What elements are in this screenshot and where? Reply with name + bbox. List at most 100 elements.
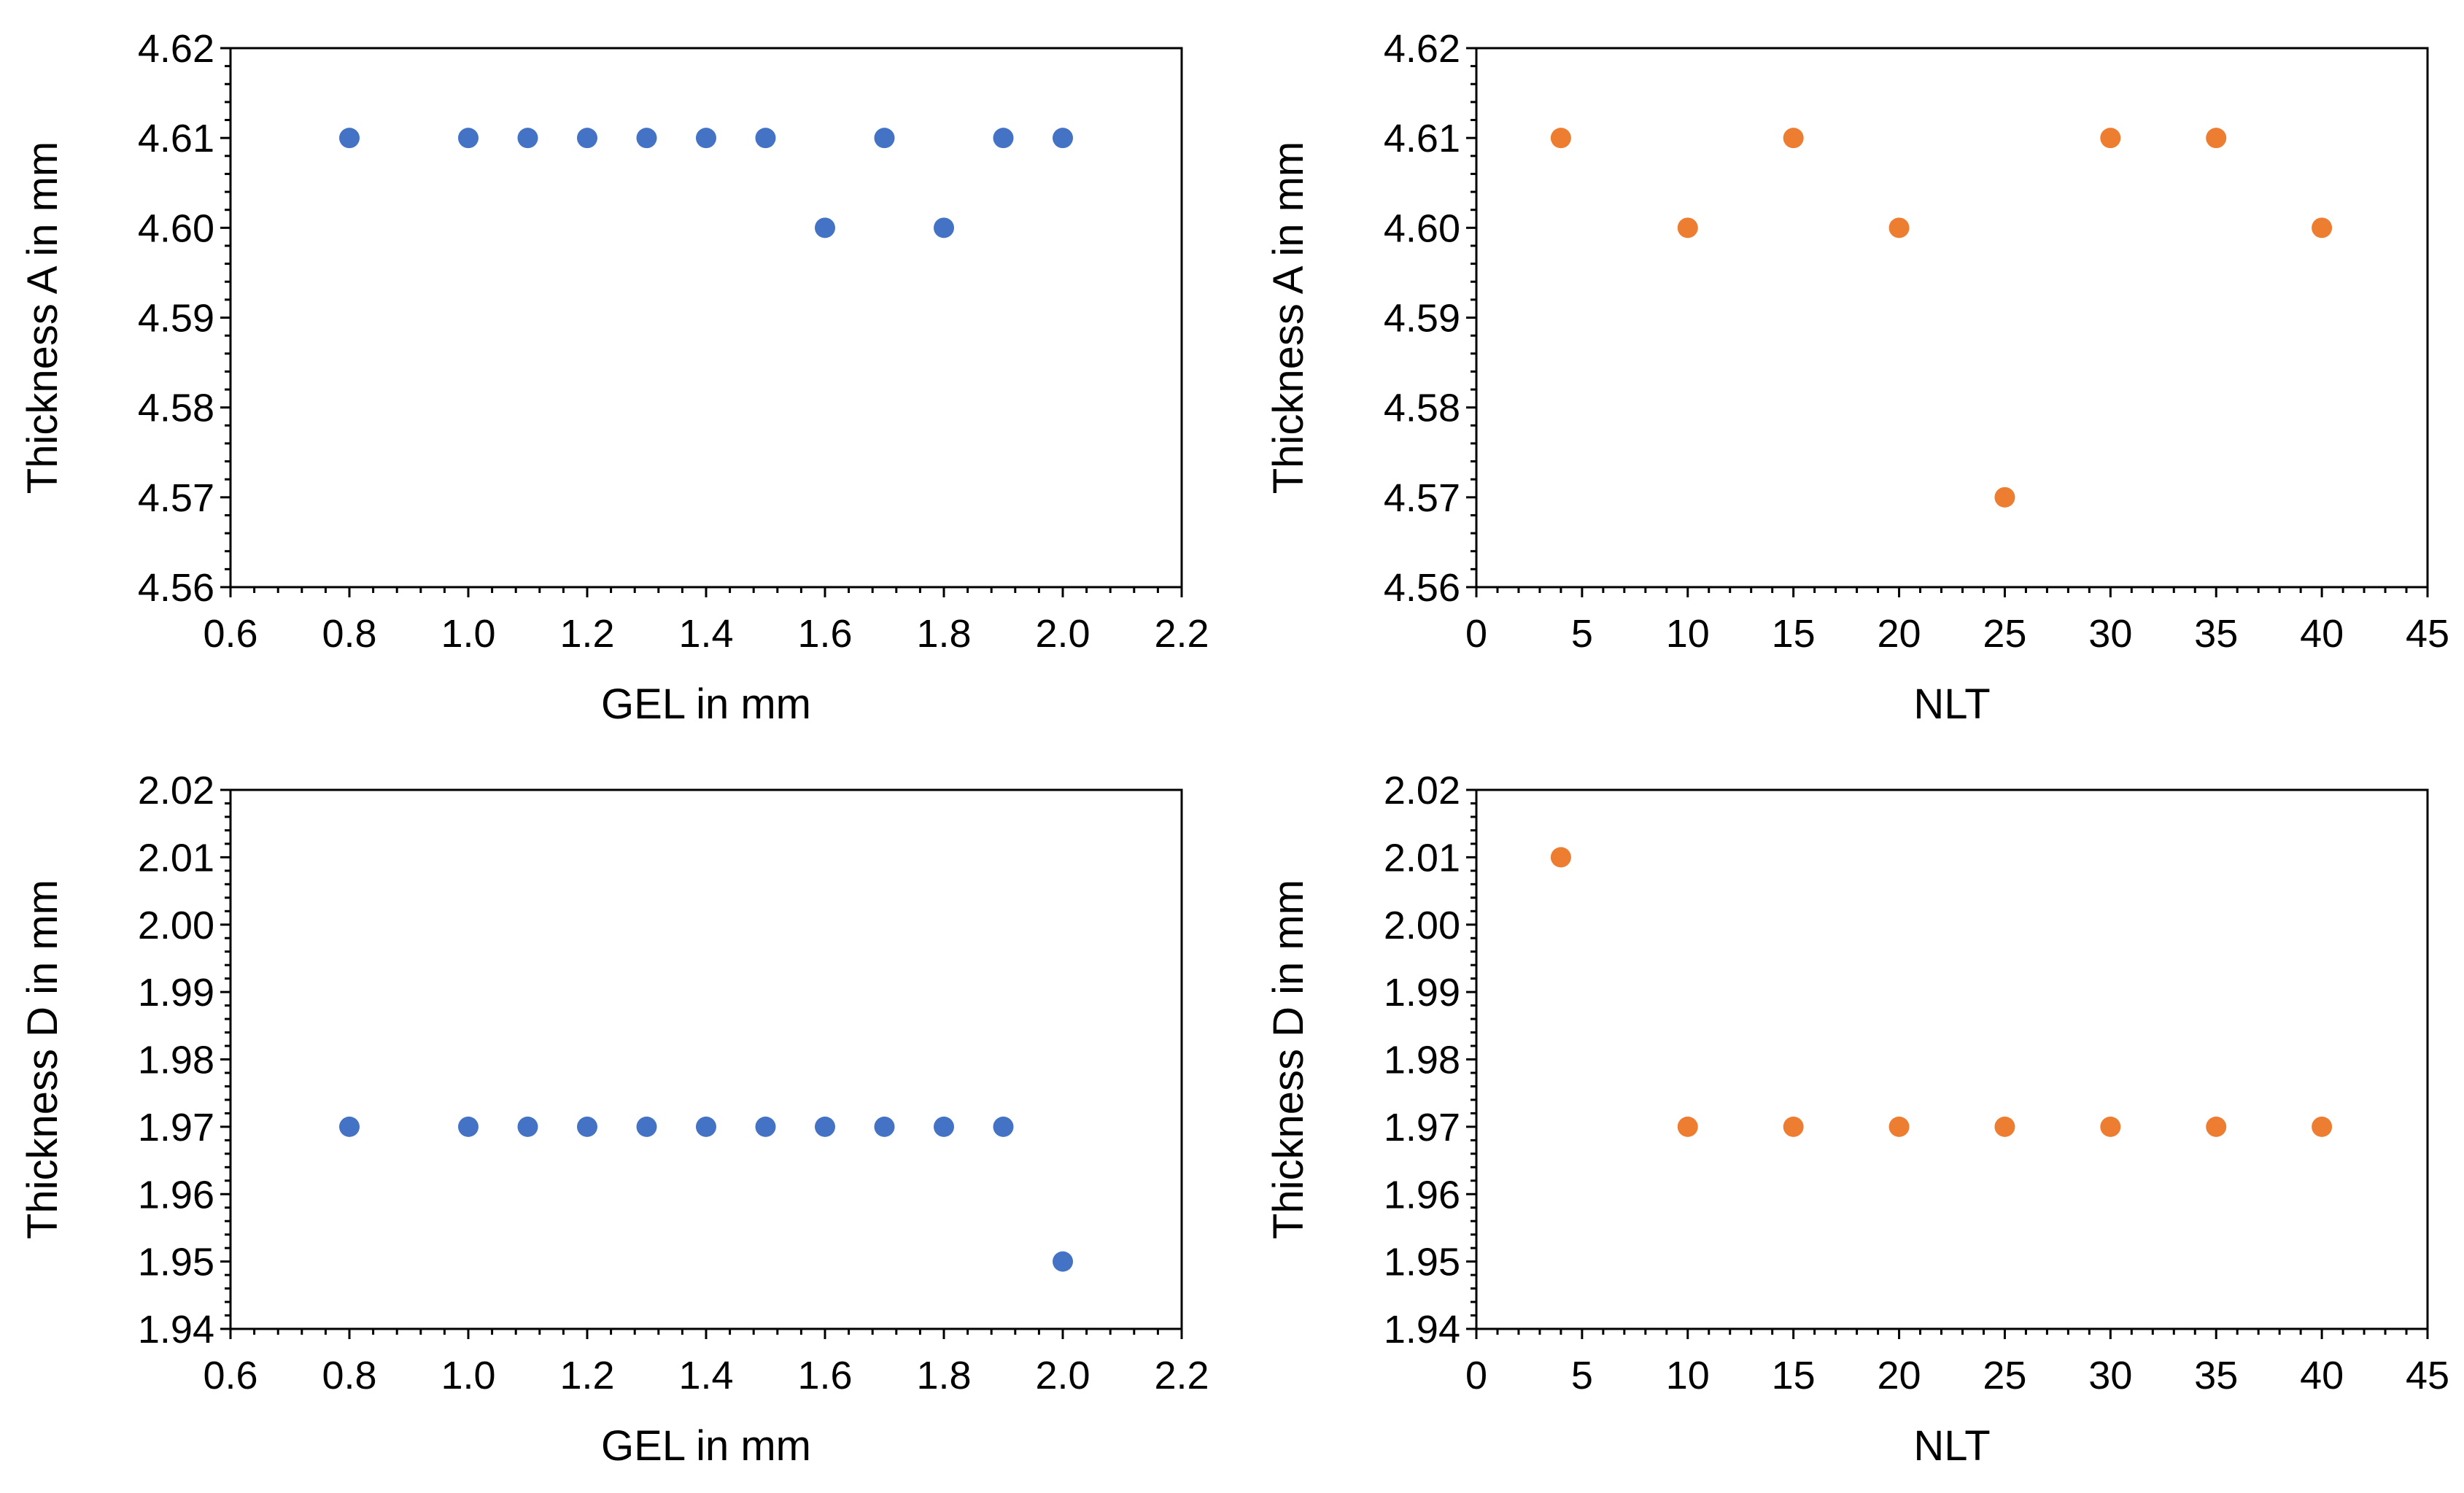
x-tick-label: 25 (1983, 1354, 2026, 1397)
data-point (696, 128, 716, 149)
data-point (934, 1116, 954, 1137)
x-tick-label: 1.2 (559, 612, 614, 656)
x-axis-title: NLT (1913, 1422, 1990, 1470)
chart-panel-nlt-vs-thickness-d: 1.94 1.95 1.96 1.97 1.98 1.99 2.00 2.01 2.02 0 5 10… (1265, 769, 2449, 1470)
x-tick-label: 25 (1983, 612, 2026, 656)
x-tick-label: 0 (1465, 612, 1487, 656)
data-point (1994, 486, 2015, 508)
data-point (755, 1116, 776, 1137)
y-tick-label: 4.56 (138, 566, 214, 610)
y-tick-label: 4.62 (138, 27, 214, 71)
x-tick-label: 2.2 (1154, 612, 1209, 656)
data-point (1677, 1116, 1698, 1137)
y-tick-label: 4.59 (138, 297, 214, 341)
y-tick-label: 1.98 (1384, 1039, 1460, 1082)
y-tick-label: 4.61 (1384, 117, 1460, 160)
y-tick-label: 1.97 (138, 1106, 214, 1149)
x-tick-label: 5 (1571, 612, 1593, 656)
x-tick-label: 2.0 (1035, 1354, 1090, 1397)
data-point (2206, 1116, 2227, 1137)
y-tick-label: 4.60 (138, 206, 214, 250)
data-point (517, 128, 538, 149)
x-tick-label: 2.0 (1035, 612, 1090, 656)
data-point (1550, 847, 1571, 868)
y-axis-title: Thickness A in mm (19, 141, 66, 494)
x-tick-label: 5 (1571, 1354, 1593, 1397)
x-tick-label: 1.4 (678, 1354, 733, 1397)
x-tick-label: 40 (2300, 1354, 2344, 1397)
data-point (517, 1116, 538, 1137)
x-tick-label: 1.0 (441, 612, 495, 656)
y-tick-label: 2.00 (1384, 904, 1460, 947)
y-axis-title: Thickness D in mm (19, 880, 66, 1239)
y-tick-label: 4.57 (1384, 476, 1460, 520)
x-tick-label: 2.2 (1154, 1354, 1209, 1397)
x-tick-label: 0.6 (203, 612, 257, 656)
y-tick-label: 2.00 (138, 904, 214, 947)
x-tick-label: 20 (1878, 612, 1921, 656)
y-tick-label: 2.02 (138, 769, 214, 813)
y-tick-label: 1.99 (138, 971, 214, 1015)
data-point (1783, 1116, 1804, 1137)
data-point (2312, 1116, 2333, 1137)
data-point (458, 128, 479, 149)
x-tick-label: 20 (1878, 1354, 1921, 1397)
x-tick-label: 1.8 (916, 612, 971, 656)
x-tick-label: 0 (1465, 1354, 1487, 1397)
y-tick-label: 1.95 (1384, 1241, 1460, 1284)
x-tick-label: 1.8 (916, 1354, 971, 1397)
chart-panel-nlt-vs-thickness-a: 4.56 4.57 4.58 4.59 4.60 4.61 4.62 0 5 10 15 20 25 30… (1265, 27, 2449, 728)
x-axis-title: GEL in mm (601, 1422, 811, 1470)
x-tick-label: 0.8 (322, 612, 376, 656)
data-point (1888, 217, 1910, 239)
data-point (696, 1116, 716, 1137)
data-point (577, 128, 597, 149)
x-tick-label: 1.0 (441, 1354, 495, 1397)
chart-panel-gel-vs-thickness-d: 1.94 1.95 1.96 1.97 1.98 1.99 2.00 2.01 2.02 0.6 0… (19, 769, 1209, 1470)
data-point (755, 128, 776, 149)
y-tick-label: 4.60 (1384, 206, 1460, 250)
y-tick-label: 1.95 (138, 1241, 214, 1284)
y-axis-title: Thickness D in mm (1265, 880, 1312, 1239)
x-tick-label: 10 (1666, 1354, 1710, 1397)
data-point (339, 128, 360, 149)
data-point (2312, 217, 2333, 239)
x-tick-label: 35 (2194, 612, 2238, 656)
y-tick-label: 1.94 (1384, 1308, 1460, 1352)
x-axis-title: NLT (1913, 680, 1990, 728)
x-tick-label: 0.6 (203, 1354, 257, 1397)
x-tick-label: 1.2 (559, 1354, 614, 1397)
data-point (1053, 128, 1073, 149)
y-tick-label: 1.94 (138, 1308, 214, 1352)
y-tick-label: 4.58 (1384, 387, 1460, 430)
plot-frame (229, 788, 1183, 1330)
x-tick-label: 35 (2194, 1354, 2238, 1397)
y-tick-label: 4.62 (1384, 27, 1460, 71)
y-tick-label: 4.58 (138, 387, 214, 430)
data-point (874, 128, 895, 149)
data-point (993, 128, 1014, 149)
y-tick-label: 2.01 (138, 836, 214, 880)
data-point (1888, 1116, 1910, 1137)
y-tick-label: 4.61 (138, 117, 214, 160)
y-tick-label: 1.96 (138, 1173, 214, 1217)
data-point (2100, 1116, 2121, 1137)
data-point (636, 1116, 657, 1137)
data-point (2100, 128, 2121, 149)
data-point (2206, 128, 2227, 149)
data-point (458, 1116, 479, 1137)
x-tick-label: 10 (1666, 612, 1710, 656)
x-tick-label: 0.8 (322, 1354, 376, 1397)
data-point (1783, 128, 1804, 149)
data-point (815, 217, 835, 239)
plot-frame (1475, 788, 2429, 1330)
data-point (1677, 217, 1698, 239)
y-axis-title: Thickness A in mm (1265, 141, 1312, 494)
data-point (1053, 1251, 1073, 1272)
x-tick-label: 45 (2406, 1354, 2449, 1397)
y-tick-label: 1.97 (1384, 1106, 1460, 1149)
x-tick-label: 1.4 (678, 612, 733, 656)
x-tick-label: 15 (1772, 612, 1816, 656)
x-tick-label: 1.6 (797, 1354, 852, 1397)
